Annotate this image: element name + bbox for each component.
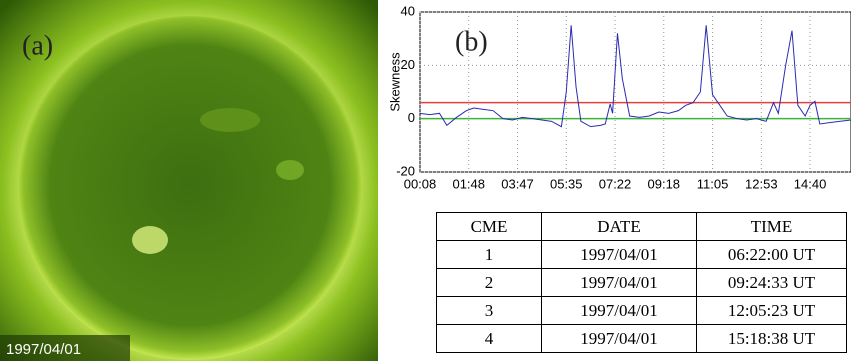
table-cell: 3 (436, 296, 542, 325)
table-cell: 12:05:23 UT (696, 296, 847, 325)
panel-label: (b) (455, 26, 488, 57)
plot-area (419, 11, 851, 173)
y-axis-label: Skewness (387, 52, 402, 112)
x-tick-label: 09:18 (648, 176, 681, 191)
x-tick-label: 07:22 (599, 176, 632, 191)
table-cell: 09:24:33 UT (696, 268, 847, 297)
solar-disk (18, 16, 362, 360)
table-cell: 4 (436, 324, 542, 353)
y-tick-label: -20 (396, 163, 415, 178)
y-tick-label: 0 (408, 110, 415, 125)
active-region (132, 226, 168, 254)
cme-table: CME DATE TIME 1 1997/04/01 06:22:00 UT 2 1997/0… (436, 212, 847, 353)
table-cell: 2 (436, 268, 542, 297)
x-tick-label: 11:05 (697, 176, 729, 191)
x-tick-label: 12:53 (745, 176, 778, 191)
active-region (276, 160, 304, 180)
table-cell: 15:18:38 UT (696, 324, 847, 353)
x-tick-label: 05:35 (550, 176, 583, 191)
sun-image (0, 0, 378, 361)
chart: -20 0 20 40 00:08 01:48 03:47 05:35 07:22 09:18 11… (387, 3, 851, 191)
table-row: 4 1997/04/01 15:18:38 UT (436, 324, 847, 353)
table-cell: 1997/04/01 (541, 296, 697, 325)
table-cell: 1997/04/01 (541, 324, 697, 353)
image-caption: 1997/04/01 (6, 341, 81, 358)
x-tick-label: 00:08 (404, 176, 437, 191)
header-cell: TIME (696, 212, 847, 241)
table-row: 2 1997/04/01 09:24:33 UT (436, 268, 847, 297)
table-cell: 06:22:00 UT (696, 240, 847, 269)
header-cell: CME (436, 212, 542, 241)
data-line (419, 25, 851, 128)
caption-background (0, 335, 130, 361)
table-row: 3 1997/04/01 12:05:23 UT (436, 296, 847, 325)
x-tick-label: 01:48 (452, 176, 485, 191)
table-row: CME DATE TIME (436, 212, 847, 241)
panel-label: (a) (22, 30, 53, 61)
header-cell: DATE (541, 212, 697, 241)
y-tick-label: 40 (401, 3, 415, 18)
table-row: 1 1997/04/01 06:22:00 UT (436, 240, 847, 269)
y-tick-label: 20 (401, 57, 415, 72)
x-tick-label: 03:47 (501, 176, 534, 191)
x-tick-label: 14:40 (794, 176, 827, 191)
table-cell: 1997/04/01 (541, 268, 697, 297)
table-cell: 1997/04/01 (541, 240, 697, 269)
active-region (200, 108, 260, 132)
table-cell: 1 (436, 240, 542, 269)
